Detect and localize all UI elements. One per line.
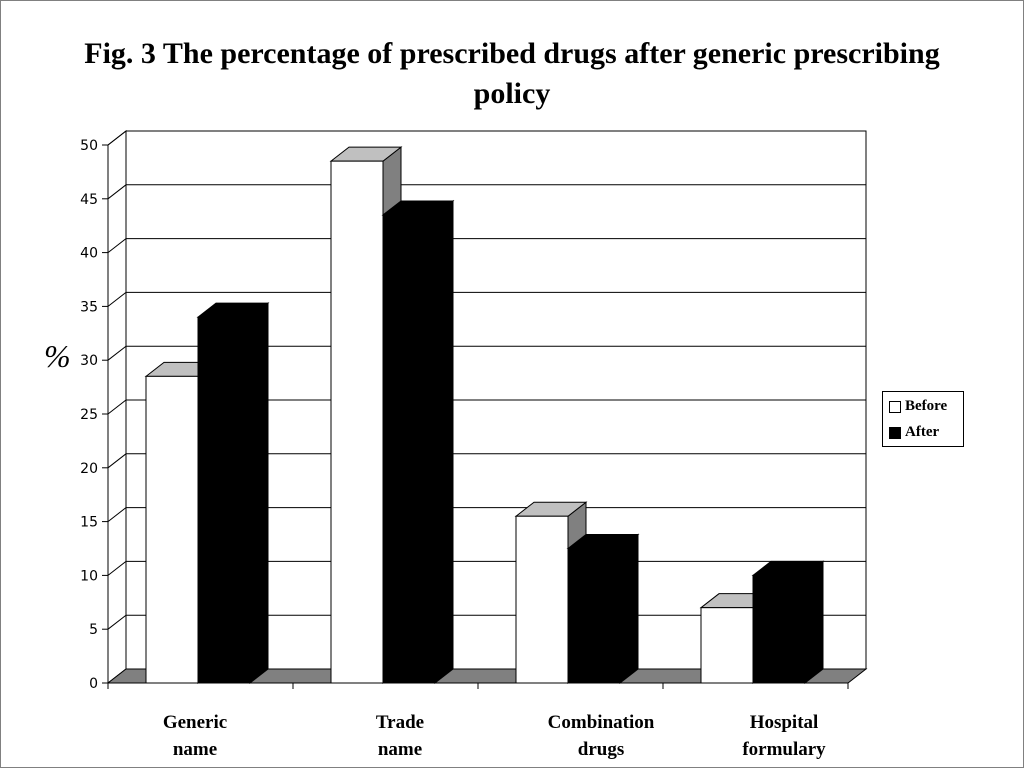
x-tick-label-line: drugs — [577, 739, 625, 760]
x-tick-label: Trade name — [320, 709, 480, 763]
y-axis-label: % — [44, 338, 71, 374]
legend-label-after: After — [905, 424, 940, 440]
legend-swatch-after — [889, 426, 901, 439]
x-tick-label: Combination drugs — [521, 709, 681, 763]
x-tick-label-line: Generic — [162, 712, 228, 733]
x-tick-label-line: name — [377, 739, 423, 760]
legend-item-before: Before — [889, 398, 947, 415]
legend-swatch-before — [889, 400, 901, 413]
x-tick-label-line: name — [172, 739, 218, 760]
x-tick-label-line: Trade — [375, 712, 425, 733]
x-tick-label-line: Hospital — [749, 712, 819, 733]
chart-title: Fig. 3 The percentage of prescribed drug… — [84, 37, 940, 110]
x-tick-label-line: formulary — [742, 739, 826, 760]
x-tick-label: Generic name — [115, 709, 275, 763]
legend-label-before: Before — [905, 398, 948, 414]
x-tick-label: Hospital formulary — [704, 709, 864, 763]
legend: Before After — [882, 391, 964, 447]
legend-item-after: After — [889, 424, 939, 441]
x-tick-label-line: Combination — [547, 712, 655, 733]
